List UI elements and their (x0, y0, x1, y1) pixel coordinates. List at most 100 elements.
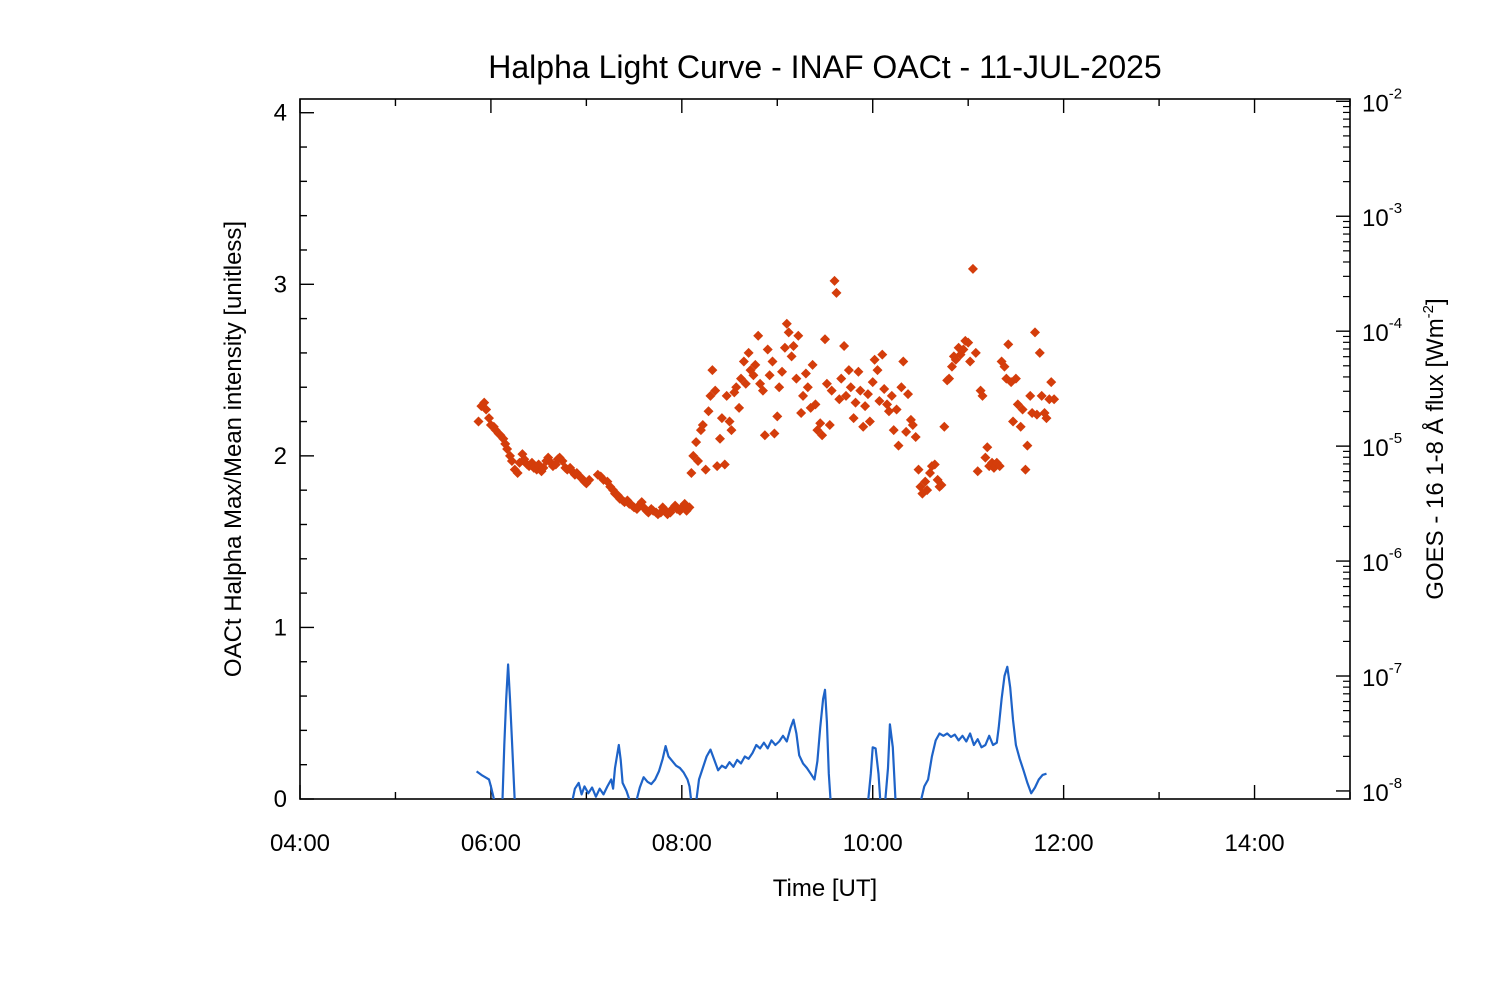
halpha-point (843, 365, 854, 376)
halpha-point (769, 428, 780, 439)
y-axis-left: 0 1 2 3 4 (274, 100, 314, 813)
halpha-point (829, 275, 840, 286)
y-right-tick-label: 10-3 (1362, 200, 1402, 232)
halpha-point (802, 382, 813, 393)
halpha-point (891, 404, 902, 415)
halpha-series (473, 263, 1060, 520)
halpha-point (855, 385, 866, 396)
halpha-point (879, 383, 890, 394)
halpha-point (817, 430, 828, 441)
halpha-point (721, 390, 732, 401)
goes-flux-line (635, 745, 693, 799)
halpha-point (1017, 404, 1028, 415)
halpha-point (946, 361, 957, 372)
goes-flux-line (695, 688, 832, 799)
y-left-tick-label: 1 (274, 614, 287, 641)
halpha-point (848, 413, 859, 424)
halpha-point (715, 433, 725, 444)
halpha-point (506, 456, 517, 467)
halpha-point (858, 421, 869, 432)
x-axis-label: Time [UT] (773, 875, 877, 902)
halpha-point (786, 351, 797, 362)
y-right-tick-label: 10-6 (1362, 545, 1402, 577)
halpha-point (877, 349, 888, 360)
halpha-point (967, 263, 978, 274)
goes-flux-line (571, 743, 631, 799)
halpha-point (901, 426, 912, 437)
halpha-point (738, 356, 749, 367)
halpha-point (898, 356, 909, 367)
x-tick-label: 10:00 (843, 830, 903, 857)
y-right-tick-label: 10-7 (1362, 660, 1402, 692)
halpha-point (512, 468, 523, 479)
halpha-point (1049, 394, 1060, 405)
y-axis-right-label-sup: -2 (1420, 305, 1437, 318)
halpha-point (719, 459, 730, 470)
halpha-point (860, 401, 871, 412)
halpha-point (473, 416, 484, 427)
halpha-point (734, 402, 745, 413)
halpha-point (944, 373, 955, 384)
y-axis-right-label: GOES - 16 1-8 Å flux [Wm-2] (1420, 298, 1449, 599)
halpha-point (1030, 327, 1040, 338)
halpha-point (1036, 390, 1047, 401)
y-right-tick-label: 10-5 (1362, 430, 1402, 462)
halpha-point (888, 425, 899, 436)
halpha-point (1046, 377, 1057, 388)
halpha-point (815, 418, 826, 429)
goes-flux-line (501, 663, 516, 799)
halpha-point (980, 452, 991, 463)
y-axis-left-label: OACt Halpha Max/Mean intensity [unitless… (220, 221, 247, 677)
halpha-point (1020, 464, 1031, 475)
halpha-point (798, 390, 809, 401)
halpha-point (886, 390, 897, 401)
halpha-point (707, 365, 718, 376)
halpha-point (716, 413, 727, 424)
halpha-point (710, 385, 721, 396)
halpha-point (643, 507, 654, 518)
x-tick-label: 06:00 (461, 830, 521, 857)
halpha-point (896, 382, 907, 393)
halpha-point (836, 373, 847, 384)
halpha-point (800, 368, 811, 379)
y-right-tick-label: 10-8 (1362, 775, 1402, 807)
halpha-point (759, 430, 770, 441)
halpha-point (750, 359, 761, 370)
halpha-point (936, 480, 947, 491)
halpha-point (712, 461, 723, 472)
halpha-point (772, 411, 783, 422)
halpha-point (753, 330, 764, 341)
halpha-point (977, 390, 988, 401)
halpha-point (982, 442, 993, 453)
halpha-point (788, 341, 799, 352)
halpha-point (762, 344, 773, 355)
halpha-point (872, 365, 883, 376)
x-tick-label: 14:00 (1225, 830, 1285, 857)
halpha-point (999, 361, 1010, 372)
y-left-tick-label: 3 (274, 271, 287, 298)
halpha-point (686, 468, 697, 479)
halpha-point (726, 425, 737, 436)
halpha-point (922, 485, 933, 496)
halpha-point (867, 377, 878, 388)
halpha-point (743, 347, 754, 358)
halpha-point (1003, 339, 1014, 350)
halpha-point (767, 356, 778, 367)
plot-frame (299, 98, 1351, 800)
x-axis: 04:00 06:00 08:00 10:00 12:00 14:00 (270, 99, 1351, 857)
goes-flux-line (867, 746, 882, 799)
y-axis-right-label-end: ] (1422, 298, 1449, 305)
halpha-point (724, 416, 735, 427)
halpha-point (958, 344, 969, 355)
halpha-point (850, 397, 861, 408)
halpha-point (748, 370, 759, 381)
halpha-point (963, 337, 974, 348)
y-axis-right: 10-8 10-7 10-6 10-5 10-4 10-3 10-2 (1336, 85, 1402, 807)
halpha-point (783, 327, 794, 338)
halpha-point (697, 419, 708, 430)
halpha-point (862, 389, 873, 400)
halpha-point (1041, 413, 1052, 424)
x-tick-label: 12:00 (1034, 830, 1094, 857)
y-left-tick-label: 0 (274, 786, 287, 813)
halpha-point (972, 466, 983, 477)
